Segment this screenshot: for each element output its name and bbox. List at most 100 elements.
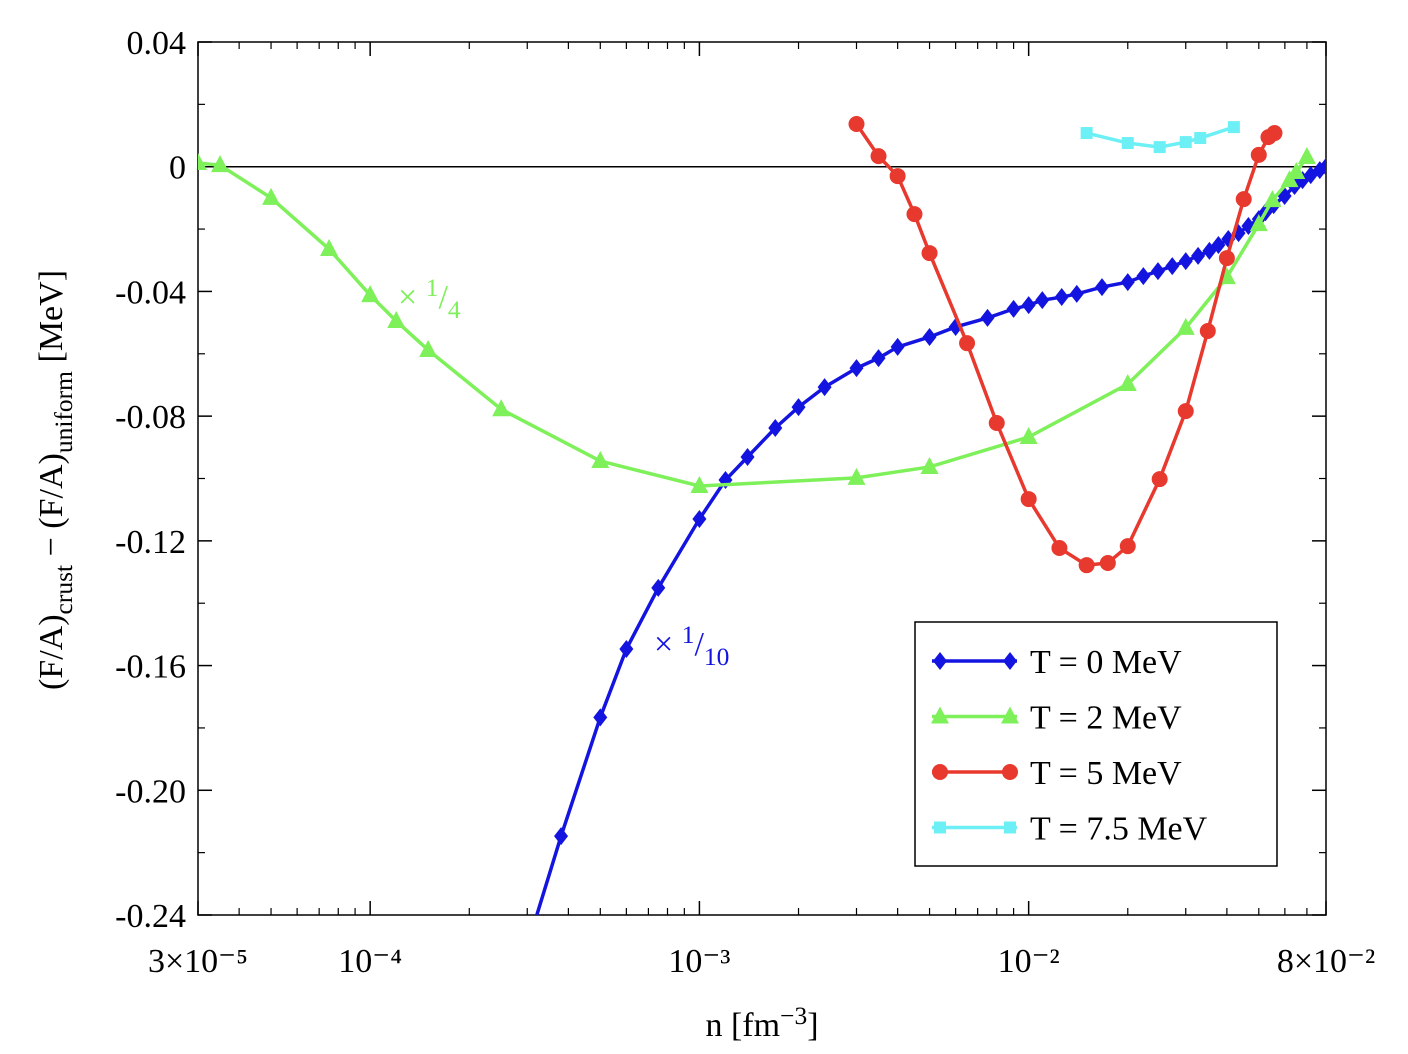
y-axis-label: (F/A)crust − (F/A)uniform [MeV] — [33, 270, 78, 690]
series-line — [855, 123, 1276, 567]
point — [848, 115, 865, 132]
legend-marker — [932, 764, 948, 780]
point — [921, 245, 938, 262]
x-tick-label: 8×10⁻² — [1277, 943, 1375, 980]
text-part: crust — [49, 565, 78, 615]
point — [791, 398, 806, 417]
point — [1119, 538, 1136, 555]
point — [1094, 278, 1109, 297]
point — [690, 475, 709, 493]
x-tick-label: 10⁻⁴ — [338, 943, 402, 980]
point — [890, 337, 905, 356]
point — [320, 239, 339, 257]
y-tick-label: -0.04 — [115, 274, 186, 311]
y-tick-label: -0.08 — [115, 399, 186, 436]
point — [1021, 296, 1036, 315]
point — [849, 359, 864, 378]
point — [1054, 288, 1069, 307]
text-part: 1 — [426, 273, 439, 302]
point — [1179, 136, 1192, 149]
text-part: × — [654, 626, 682, 663]
point — [1249, 214, 1268, 232]
point — [1319, 157, 1326, 176]
point — [768, 418, 783, 437]
point — [492, 399, 511, 417]
text-part: [MeV] — [33, 270, 70, 371]
point — [211, 155, 230, 173]
x-tick-label: 10⁻² — [998, 943, 1060, 980]
point — [1227, 121, 1240, 134]
point — [619, 640, 634, 659]
legend-marker — [1003, 652, 1017, 670]
point — [1235, 191, 1252, 208]
y-tick-label: 0 — [169, 150, 186, 187]
legend-label: T = 2 MeV — [1030, 700, 1182, 737]
point — [1266, 125, 1283, 142]
point — [1051, 540, 1068, 557]
text-part: / — [438, 279, 448, 316]
point — [1199, 323, 1216, 340]
x-tick-label: 3×10⁻⁵ — [148, 943, 248, 980]
point — [1194, 132, 1207, 145]
point — [554, 827, 569, 846]
y-tick-label: -0.24 — [115, 898, 186, 935]
point — [419, 340, 438, 358]
text-part: / — [694, 626, 704, 663]
legend-marker — [1002, 764, 1018, 780]
point — [1151, 471, 1168, 488]
x-tick-label: 10⁻³ — [668, 943, 730, 980]
text-part: ] — [807, 1007, 818, 1044]
text-part: (F/A) — [33, 614, 70, 690]
point — [1287, 162, 1306, 180]
annotation: × 1/10 — [654, 620, 729, 671]
point — [520, 937, 534, 955]
x-axis-label: n [fm−3] — [705, 1001, 818, 1044]
point — [980, 308, 995, 327]
point — [1019, 427, 1038, 445]
point — [988, 415, 1005, 432]
legend-label: T = 7.5 MeV — [1030, 811, 1208, 848]
point — [817, 378, 832, 397]
point — [1136, 267, 1151, 286]
series-line — [198, 156, 1309, 488]
point — [387, 311, 406, 329]
point — [959, 335, 976, 352]
y-tick-label: -0.16 — [115, 649, 186, 686]
point — [651, 578, 666, 597]
legend-marker — [931, 706, 949, 724]
legend-marker — [1004, 821, 1016, 834]
y-tick-label: -0.20 — [115, 773, 186, 810]
annotation: × 1/4 — [398, 273, 461, 324]
legend-label: T = 0 MeV — [1030, 644, 1182, 681]
point — [591, 451, 610, 469]
plot-area — [198, 115, 1326, 955]
point — [262, 187, 281, 205]
point — [1020, 491, 1037, 508]
point — [198, 152, 207, 170]
point — [922, 327, 937, 346]
point — [740, 447, 755, 466]
point — [1153, 141, 1166, 154]
legend-marker — [934, 821, 946, 834]
point — [920, 456, 939, 474]
point — [1078, 557, 1095, 574]
point — [1035, 291, 1050, 310]
point — [1006, 299, 1021, 318]
point — [1250, 146, 1267, 163]
point — [1177, 403, 1194, 420]
y-tick-label: -0.12 — [115, 524, 186, 561]
point — [847, 467, 866, 485]
text-part: 1 — [682, 620, 695, 649]
legend-label: T = 5 MeV — [1030, 755, 1182, 792]
text-part: −3 — [780, 1001, 807, 1030]
text-part: × — [398, 279, 426, 316]
point — [1191, 246, 1206, 265]
point — [1176, 317, 1195, 335]
point — [1211, 235, 1226, 254]
text-part: 4 — [448, 295, 461, 324]
point — [692, 510, 707, 529]
text-part: − (F/A) — [33, 453, 70, 565]
point — [1297, 147, 1316, 165]
